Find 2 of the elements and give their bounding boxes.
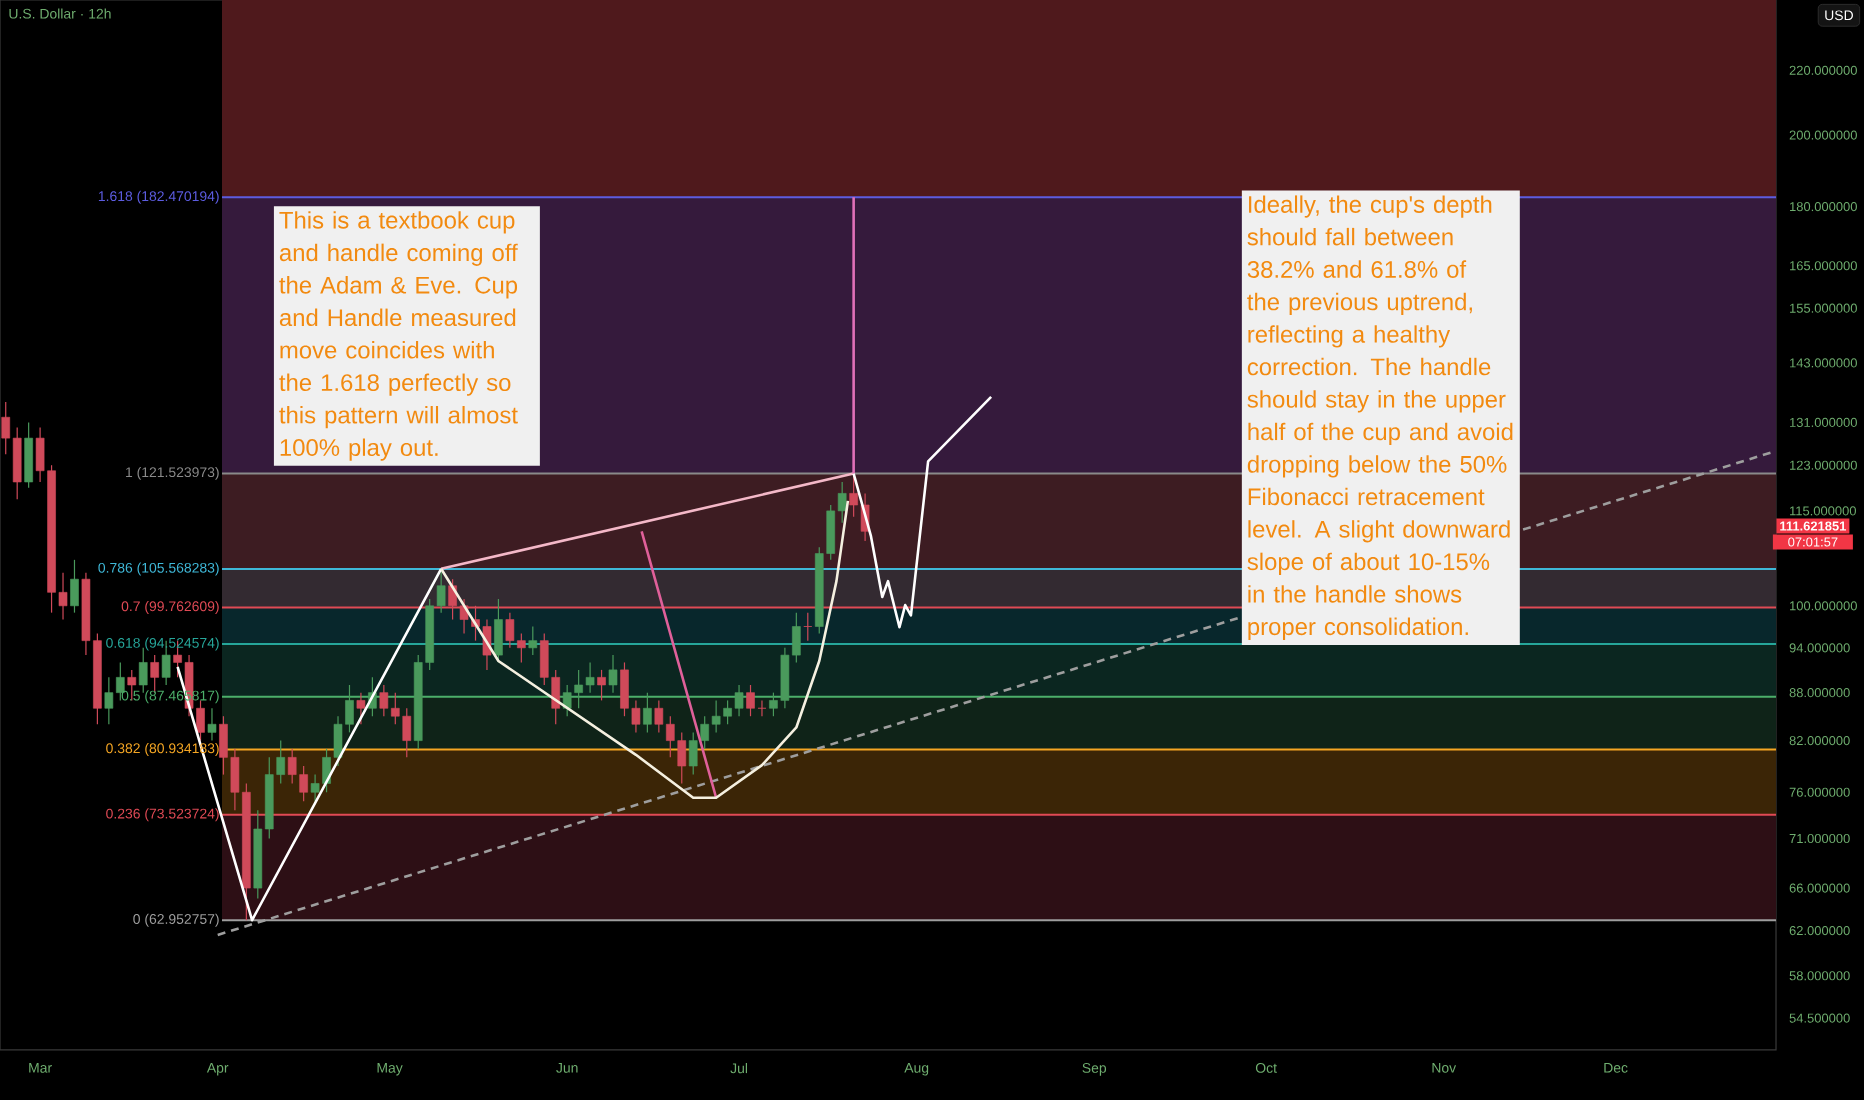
annotation: This is a textbook cup and handle coming off the Adam & Eve. Cup and Handle measured move coincides with the 1.618 perfectly so this pattern will almost 100% play out. [279,211,518,461]
text: Ideally, the cup's depth should fall between 38.2% and 61.8% of the previous uptrend, reflecting a healthy correction. The handle should stay in the upper half of the cup and avoid dropping below the 50% Fibonacci retracement level. A slight downward slope of about 10-15% in the handle shows proper consolidation. [1247,195,1513,640]
